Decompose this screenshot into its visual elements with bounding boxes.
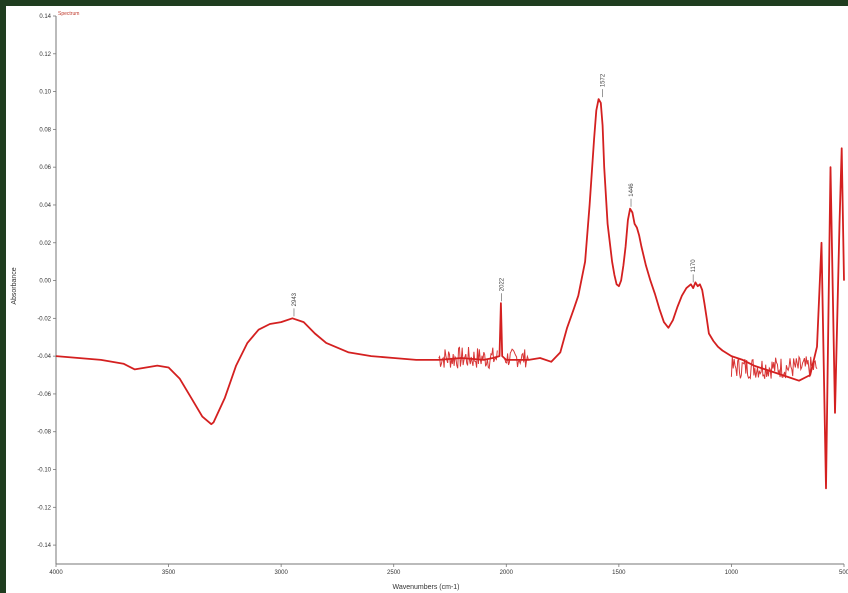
y-tick-label: -0.04 bbox=[37, 354, 51, 360]
peak-label: 1572 bbox=[601, 73, 607, 87]
y-axis-title: Absorbance bbox=[11, 267, 18, 304]
y-tick-label: 0.06 bbox=[39, 165, 51, 171]
y-tick-label: 0.10 bbox=[39, 90, 51, 96]
series-group bbox=[55, 98, 845, 490]
y-tick-label: -0.06 bbox=[37, 392, 51, 398]
peak-label: 2022 bbox=[499, 277, 505, 291]
y-tick-label: -0.10 bbox=[37, 468, 51, 474]
chart-frame: 0.14 0.12 0.10 0.08 0.06 0.04 0.02 0.00 -0.02 -0.… bbox=[6, 6, 848, 593]
x-tick-label: 500 bbox=[839, 570, 848, 576]
peak-label: 1446 bbox=[629, 183, 635, 197]
y-tick-label: 0.04 bbox=[39, 203, 51, 209]
spectrum-line bbox=[55, 98, 845, 490]
peak-label: 2943 bbox=[292, 292, 298, 306]
x-tick-label: 1000 bbox=[725, 570, 739, 576]
spectrum-noise bbox=[730, 355, 818, 380]
x-tick-label: 3000 bbox=[274, 570, 288, 576]
x-tick-label: 3500 bbox=[162, 570, 176, 576]
spectrum-noise bbox=[438, 346, 498, 370]
y-tick-label: 0.02 bbox=[39, 241, 51, 247]
y-tick-label: -0.08 bbox=[37, 430, 51, 436]
noise-group bbox=[438, 346, 818, 380]
x-tick-label: 2500 bbox=[387, 570, 401, 576]
x-tick-label: 1500 bbox=[612, 570, 626, 576]
y-tick-label: 0.14 bbox=[39, 14, 51, 20]
x-tick-label: 4000 bbox=[49, 570, 63, 576]
y-tick-label: 0.00 bbox=[39, 279, 51, 285]
spectrum-chart: 0.14 0.12 0.10 0.08 0.06 0.04 0.02 0.00 -0.02 -0.… bbox=[11, 11, 848, 591]
x-axis-title: Wavenumbers (cm-1) bbox=[392, 584, 459, 591]
y-tick-label: 0.12 bbox=[39, 52, 51, 58]
peak-labels: 2943 2022 1572 1446 1170 bbox=[292, 73, 697, 317]
x-tick-label: 2000 bbox=[500, 570, 514, 576]
y-tick-label: -0.14 bbox=[37, 543, 51, 549]
spectrum-noise bbox=[503, 348, 529, 368]
tick-marks: 0.14 0.12 0.10 0.08 0.06 0.04 0.02 0.00 -0.02 -0.… bbox=[37, 14, 848, 576]
y-tick-label: -0.02 bbox=[37, 316, 51, 322]
y-tick-label: 0.08 bbox=[39, 127, 51, 133]
axes bbox=[55, 16, 844, 565]
legend-entry: Spectrum bbox=[58, 11, 79, 17]
peak-label: 1170 bbox=[691, 259, 697, 273]
y-tick-label: -0.12 bbox=[37, 505, 51, 511]
